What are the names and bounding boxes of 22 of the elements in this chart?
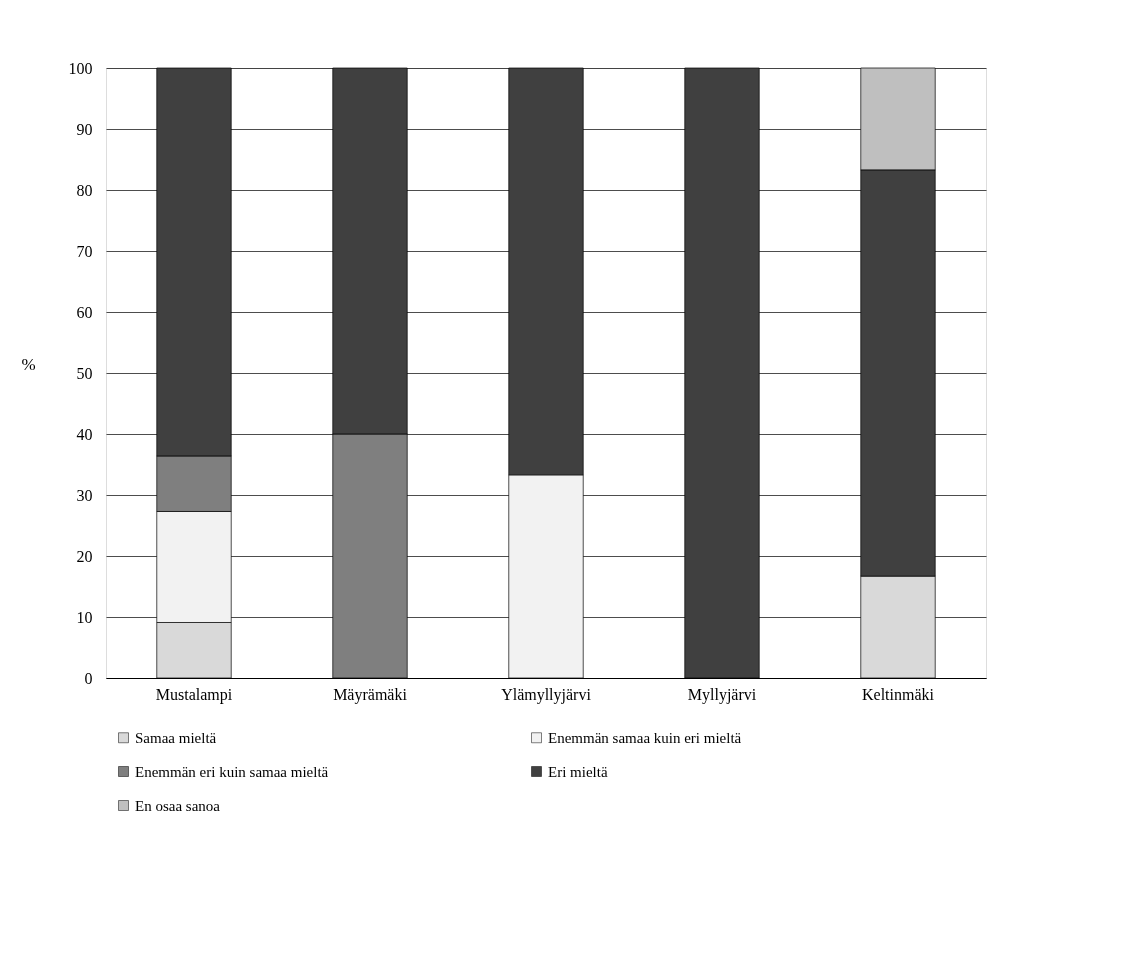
- y-tick-label: 100: [68, 59, 93, 77]
- y-tick-label: 30: [76, 486, 93, 504]
- y-tick-label: 50: [76, 364, 93, 382]
- y-axis-title: %: [21, 354, 36, 374]
- legend-label: Samaa mieltä: [135, 729, 217, 746]
- legend-label: Enemmän samaa kuin eri mieltä: [548, 729, 742, 746]
- y-tick-label: 70: [76, 242, 93, 260]
- y-tick-label: 0: [84, 669, 93, 687]
- y-tick-label: 40: [76, 425, 93, 443]
- x-tick-label: Mustalampi: [155, 685, 233, 704]
- legend-label: Eri mieltä: [548, 763, 608, 780]
- x-tick-label: Keltinmäki: [862, 685, 935, 703]
- y-tick-label: 20: [76, 547, 93, 565]
- x-tick-label: Mäyrämäki: [333, 685, 408, 704]
- x-tick-label: Ylämyllyjärvi: [501, 685, 592, 704]
- y-tick-label: 90: [76, 120, 93, 138]
- y-tick-label: 10: [76, 608, 93, 626]
- legend-label: Enemmän eri kuin samaa mieltä: [135, 763, 329, 780]
- x-tick-label: Myllyjärvi: [687, 685, 757, 704]
- y-tick-label: 80: [76, 181, 93, 199]
- y-tick-label: 60: [76, 303, 93, 321]
- legend-label: En osaa sanoa: [135, 797, 221, 814]
